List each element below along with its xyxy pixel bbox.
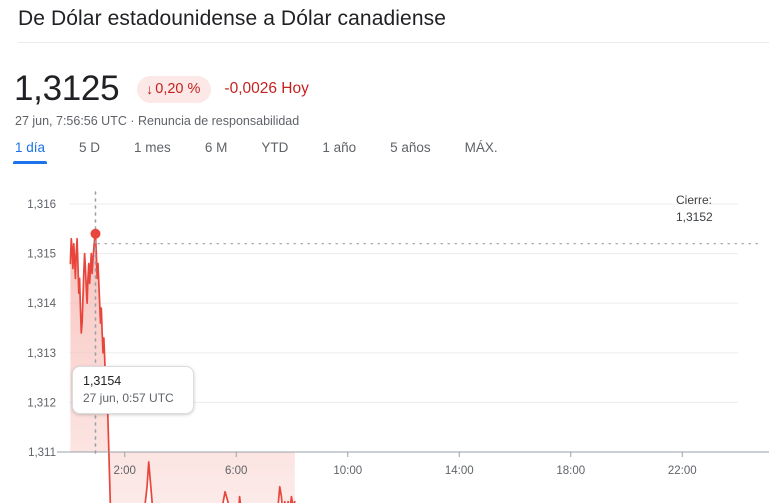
tab-5-d[interactable]: 5 D (79, 140, 101, 155)
chart-area-fill (70, 233, 295, 503)
x-axis-tick-label: 14:00 (445, 465, 474, 477)
quote-row: 1,3125 ↓ 0,20 % -0,0026 Hoy (14, 67, 309, 111)
tooltip-value: 1,3154 (83, 374, 122, 388)
chart-xticks (124, 452, 683, 457)
highlight-point-marker (90, 228, 101, 239)
arrow-down-icon: ↓ (146, 80, 154, 97)
y-axis-tick-label: 1,311 (28, 447, 56, 459)
tab-1-dia[interactable]: 1 día (12, 139, 48, 164)
tab-1-mes[interactable]: 1 mes (134, 140, 171, 155)
x-axis-tick-label: 18:00 (556, 465, 585, 477)
range-tabs: 1 día 5 D 1 mes 6 M YTD 1 año 5 años MÁX… (12, 139, 498, 171)
chart-tooltip: 1,3154 27 jun, 0:57 UTC (72, 366, 194, 414)
tab-6-m[interactable]: 6 M (204, 140, 228, 155)
tab-1-ano[interactable]: 1 año (322, 140, 357, 155)
y-axis-tick-label: 1,315 (27, 249, 56, 261)
price-chart[interactable]: 1,316 1,315 1,314 1,313 1,312 1,311 2:00 6:00 1… (0, 186, 769, 503)
x-axis-tick-label: 10:00 (333, 465, 362, 477)
chart-line (69, 232, 296, 503)
page-title: De Dólar estadounidense a Dólar canadien… (18, 7, 446, 30)
y-axis-tick-label: 1,313 (27, 348, 56, 360)
tab-5-anos[interactable]: 5 años (390, 140, 431, 155)
header-divider (18, 42, 769, 43)
x-axis-tick-label: 6:00 (225, 465, 247, 477)
quote-timestamp: 27 jun, 7:56:56 UTC · Renuncia de respon… (15, 114, 300, 128)
y-axis-tick-label: 1,316 (27, 199, 56, 211)
change-absolute: -0,0026 Hoy (224, 80, 309, 97)
current-price: 1,3125 (14, 69, 120, 108)
change-percent-badge: ↓ 0,20 % (137, 75, 212, 103)
x-axis-tick-label: 22:00 (668, 465, 697, 477)
y-axis-tick-label: 1,314 (27, 298, 56, 310)
chart-ytick-labels: 1,316 1,315 1,314 1,313 1,312 1,311 (27, 199, 56, 459)
close-label: Cierre: (676, 193, 712, 207)
close-value: 1,3152 (676, 210, 713, 224)
price-chart-svg: 1,316 1,315 1,314 1,313 1,312 1,311 2:00 6:00 1… (27, 191, 769, 503)
tab-ytd[interactable]: YTD (261, 140, 289, 155)
y-axis-tick-label: 1,312 (27, 397, 56, 409)
tab-max[interactable]: MÁX. (464, 140, 498, 155)
x-axis-tick-label: 2:00 (114, 465, 136, 477)
tooltip-time: 27 jun, 0:57 UTC (83, 391, 174, 405)
change-percent-value: 0,20 % (155, 80, 201, 97)
chart-xtick-labels: 2:00 6:00 10:00 14:00 18:00 22:00 (114, 465, 697, 477)
